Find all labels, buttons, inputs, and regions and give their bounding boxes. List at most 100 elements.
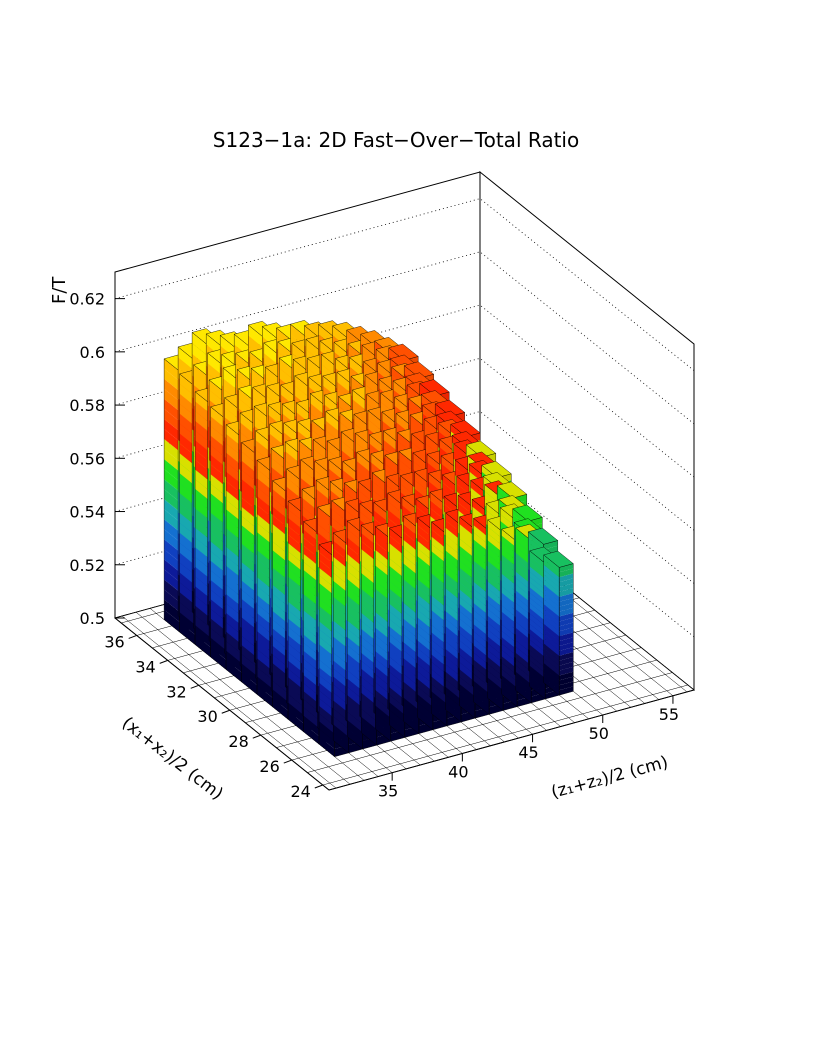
bar-side-band: [210, 503, 227, 526]
bar-side-band: [179, 443, 196, 466]
bar-side-band: [179, 483, 196, 506]
bar-side-band: [195, 420, 211, 443]
bar-side-band: [210, 454, 227, 477]
bar-side-band: [210, 531, 227, 554]
bar-side-band: [195, 595, 211, 619]
bar-side-band: [210, 637, 227, 660]
bar-side-band: [164, 569, 180, 592]
bar-side-band: [210, 647, 227, 670]
bar-side-band: [210, 435, 227, 458]
bar-side-band: [179, 532, 196, 556]
bar-side-band: [210, 522, 227, 545]
bar-side-band: [210, 406, 227, 429]
bar-side-band: [248, 325, 264, 348]
bar-side-band: [179, 463, 196, 486]
bar-side-band: [179, 622, 196, 645]
bar-side-band: [179, 512, 196, 536]
bar-side-band: [164, 499, 180, 522]
bar-side-band: [223, 368, 239, 391]
floor-grid-line: [135, 612, 351, 785]
bar-side-band: [164, 398, 180, 422]
bar-side-band: [164, 419, 180, 442]
bar-side-band: [210, 580, 227, 603]
bar-side-band: [195, 634, 211, 657]
bar-side-band: [179, 423, 196, 446]
bar-side-band: [179, 572, 196, 595]
bar-side-band: [179, 562, 196, 585]
bar-side-band: [195, 586, 211, 609]
bar-side-band: [195, 566, 211, 589]
bar-side-band: [210, 589, 227, 612]
bar-side-band: [179, 552, 196, 575]
bar-side-band: [193, 364, 210, 388]
bar-side-band: [164, 589, 180, 612]
bar-side-band: [179, 473, 196, 496]
bar-side-band: [179, 403, 196, 427]
bar-side-band: [179, 493, 196, 516]
bar-side-band: [195, 459, 211, 482]
bar-side-band: [210, 512, 227, 535]
floor-grid-line: [322, 684, 688, 786]
bar-side-band: [195, 605, 211, 628]
bar-side-band: [164, 549, 180, 572]
bar-side-band: [195, 527, 211, 550]
bar-side-band: [164, 609, 180, 633]
bar-side-band: [179, 612, 196, 635]
bar-side-band: [179, 592, 196, 615]
bar-side-band: [210, 483, 227, 506]
bar-side-band: [164, 479, 180, 502]
bar-side-band: [210, 493, 227, 516]
bar-side-band: [195, 488, 211, 512]
bar-side-band: [164, 459, 180, 482]
bar-side-band: [195, 547, 211, 570]
bar-side-band: [164, 559, 180, 582]
bar-side-band: [164, 429, 180, 452]
bar-side-band: [179, 413, 196, 436]
bar-side-band: [207, 352, 224, 376]
bar-side-band: [195, 469, 211, 492]
floor-grid-line: [307, 672, 673, 773]
bar-side-band: [195, 576, 211, 599]
bar-side-band: [164, 378, 180, 402]
bar-side-band: [224, 397, 241, 420]
bar-side-band: [195, 450, 211, 473]
bar-side-band: [164, 529, 180, 552]
bar-side-band: [195, 479, 211, 502]
bar-side-band: [195, 537, 211, 560]
bar-side-band: [210, 464, 227, 487]
bar-side-band: [164, 388, 180, 412]
bar-side-band: [195, 557, 211, 580]
bar-side-band: [210, 541, 227, 564]
bar-side-band: [210, 628, 227, 651]
bar-side-band: [178, 346, 194, 370]
bar-side-band: [164, 449, 180, 472]
bar-side-band: [195, 615, 211, 638]
bar-side-band: [195, 440, 211, 463]
chart-title: S123−1a: 2D Fast−Over−Total Ratio: [212, 128, 580, 152]
bar-side-band: [209, 379, 225, 403]
bar-side-band: [164, 469, 180, 492]
floor-grid-line: [121, 615, 337, 789]
bar-side-band: [179, 503, 196, 526]
bar-side-band: [164, 358, 180, 382]
bar-side-band: [210, 551, 227, 574]
bar-side-band: [195, 508, 211, 531]
bar-side-band: [164, 599, 180, 622]
bar-side-band: [210, 474, 227, 497]
bar-side-band: [164, 368, 180, 392]
bar-side-band: [179, 522, 196, 546]
bar-side-band: [195, 518, 211, 541]
bar-side-band: [164, 408, 180, 432]
bar-side-band: [210, 416, 227, 439]
bar-side-band: [195, 401, 211, 424]
bar-side-band: [210, 608, 227, 631]
bar-side-band: [210, 570, 227, 593]
bar-side-band: [164, 509, 180, 532]
bar-side-band: [179, 582, 196, 605]
bar-side-band: [179, 373, 196, 397]
bar-side-band: [179, 393, 196, 417]
bar-side-band: [179, 542, 196, 566]
bar-side-band: [210, 426, 227, 449]
